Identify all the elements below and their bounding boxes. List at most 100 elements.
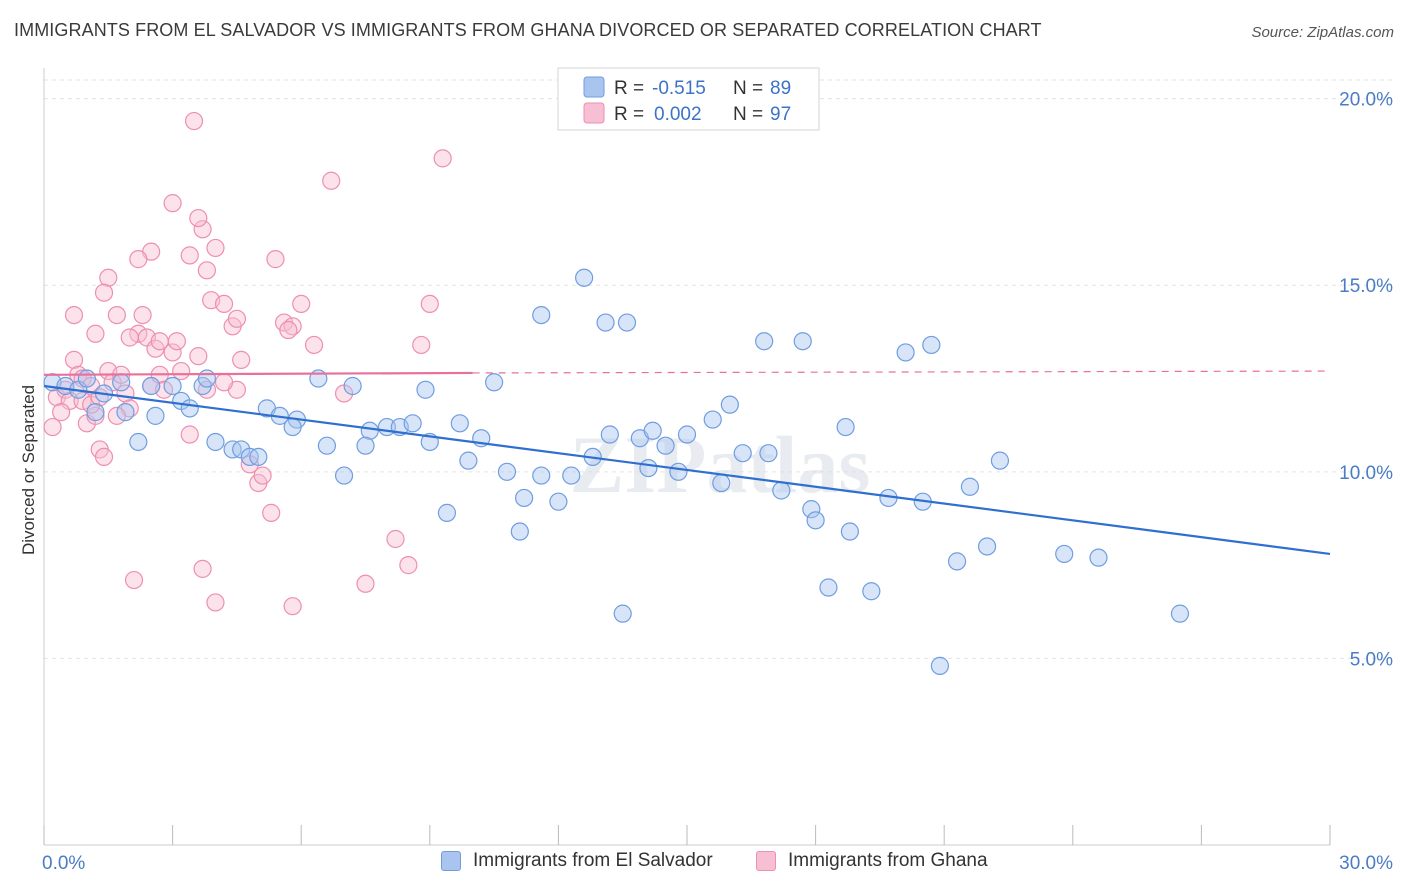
- ghana-point-59: [99, 268, 118, 287]
- el-salvador-point-30: [356, 436, 375, 455]
- y-tick-label-3: 20.0%: [1339, 90, 1393, 111]
- el-salvador-point-29: [360, 421, 379, 440]
- el-salvador-point-28: [343, 376, 362, 396]
- el-salvador-point-63: [733, 444, 752, 463]
- ghana-point-53: [193, 220, 212, 239]
- legend-item-el-salvador: Immigrants from El Salvador: [441, 850, 713, 872]
- ghana-point-4: [64, 350, 84, 369]
- ghana-point-25: [180, 425, 199, 444]
- el-salvador-point-46: [562, 466, 581, 485]
- el-salvador-point-9: [146, 406, 165, 425]
- chart-title: IMMIGRANTS FROM EL SALVADOR VS IMMIGRANT…: [14, 20, 1042, 40]
- ghana-point-65: [120, 328, 139, 347]
- ghana-point-64: [86, 324, 105, 343]
- el-salvador-point-15: [197, 369, 216, 388]
- ghana-point-23: [163, 343, 182, 362]
- ghana-point-52: [163, 194, 182, 213]
- ghana-point-37: [262, 503, 281, 522]
- el-salvador-point-69: [806, 511, 825, 530]
- legend-n-label-2: N =: [733, 104, 763, 125]
- series-ghana-points: [43, 111, 452, 616]
- el-salvador-point-40: [485, 373, 504, 392]
- ghana-point-58: [197, 261, 216, 280]
- el-salvador-point-3: [77, 369, 96, 388]
- el-salvador-point-77: [922, 335, 941, 355]
- legend-label-el-salvador: Immigrants from El Salvador: [473, 850, 713, 871]
- el-salvador-point-36: [437, 503, 457, 522]
- ghana-point-69: [193, 559, 212, 578]
- el-salvador-point-53: [613, 604, 632, 623]
- el-salvador-point-41: [497, 462, 517, 481]
- y-tick-label-1: 10.0%: [1339, 463, 1393, 484]
- el-salvador-point-80: [960, 477, 980, 496]
- y-tick-label-0: 5.0%: [1350, 649, 1393, 670]
- legend-swatch-ghana: [756, 851, 776, 871]
- ghana-point-70: [124, 570, 144, 590]
- bottom-legend: Immigrants from El Salvador Immigrants f…: [0, 850, 1406, 880]
- el-salvador-point-65: [759, 444, 778, 463]
- el-salvador-point-67: [793, 332, 812, 351]
- ghana-point-73: [167, 332, 186, 351]
- legend-swatch-pink: [583, 102, 605, 124]
- el-salvador-point-27: [334, 466, 354, 485]
- ghana-point-11: [94, 447, 114, 467]
- ghana-point-74: [214, 373, 234, 392]
- ghana-point-42: [304, 335, 324, 355]
- trend-line-ghana: [43, 371, 473, 376]
- ghana-point-48: [412, 335, 431, 355]
- axes: [43, 68, 1331, 846]
- el-salvador-point-64: [755, 332, 774, 351]
- el-salvador-point-24: [283, 417, 302, 437]
- ghana-point-72: [283, 597, 302, 616]
- legend-item-ghana: Immigrants from Ghana: [756, 850, 988, 872]
- el-salvador-point-50: [596, 313, 615, 332]
- el-salvador-point-71: [836, 417, 855, 437]
- ghana-point-29: [206, 238, 225, 258]
- el-salvador-point-66: [772, 481, 791, 500]
- el-salvador-point-13: [180, 399, 199, 418]
- el-salvador-point-75: [896, 343, 915, 362]
- ghana-point-61: [64, 305, 84, 325]
- el-salvador-point-85: [1170, 604, 1190, 623]
- ghana-point-66: [150, 332, 169, 351]
- el-salvador-point-78: [930, 656, 950, 675]
- ghana-point-63: [133, 305, 152, 325]
- el-salvador-point-72: [840, 522, 859, 541]
- el-salvador-point-55: [643, 421, 662, 440]
- ghana-point-62: [107, 305, 126, 325]
- ghana-point-67: [227, 309, 246, 328]
- el-salvador-point-79: [947, 552, 967, 571]
- ghana-point-47: [399, 556, 418, 575]
- el-salvador-point-26: [317, 436, 337, 455]
- ghana-point-0: [43, 417, 62, 437]
- el-salvador-point-6: [112, 373, 131, 392]
- x-tick-label-0: 0.0%: [42, 853, 85, 874]
- el-salvador-point-42: [515, 488, 534, 508]
- el-salvador-point-47: [575, 268, 594, 287]
- ghana-point-33: [232, 350, 251, 369]
- trend-line-el-salvador: [43, 384, 1331, 556]
- grid-lines: [44, 79, 1392, 659]
- ghana-point-56: [129, 250, 148, 269]
- el-salvador-point-33: [403, 414, 422, 433]
- el-salvador-point-57: [656, 436, 675, 455]
- el-salvador-point-37: [450, 414, 469, 433]
- ghana-point-45: [356, 574, 375, 593]
- el-salvador-point-8: [142, 376, 161, 396]
- stats-legend: R = -0.515 N = 89 R = 0.002 N = 97: [557, 67, 820, 131]
- legend-n-value-2: 97: [770, 104, 791, 125]
- el-salvador-point-20: [249, 447, 268, 467]
- ghana-point-30: [214, 294, 234, 314]
- legend-n-value-1: 89: [770, 78, 791, 99]
- el-salvador-point-44: [532, 466, 551, 485]
- el-salvador-point-7: [129, 432, 148, 452]
- el-salvador-point-4: [86, 403, 105, 422]
- watermark-text: ZIPatlas: [570, 419, 871, 510]
- el-salvador-point-60: [703, 410, 722, 429]
- x-tick-label-1: 30.0%: [1339, 853, 1393, 874]
- ghana-point-38: [266, 250, 285, 269]
- y-axis-label: Divorced or Separated: [19, 385, 38, 555]
- ghana-point-68: [279, 320, 298, 340]
- ghana-point-41: [292, 294, 311, 314]
- el-salvador-point-68: [802, 500, 821, 519]
